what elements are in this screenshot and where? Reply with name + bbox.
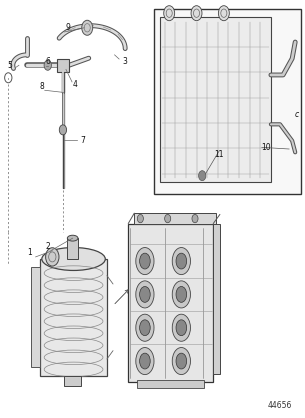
Ellipse shape (136, 247, 154, 275)
Circle shape (46, 248, 59, 266)
Bar (40, 259, 107, 376)
Ellipse shape (136, 347, 154, 375)
Ellipse shape (140, 286, 150, 302)
Ellipse shape (136, 314, 154, 341)
Ellipse shape (42, 247, 105, 270)
Text: 1: 1 (27, 248, 32, 257)
Circle shape (82, 20, 93, 35)
Circle shape (218, 6, 229, 21)
Ellipse shape (176, 253, 187, 269)
Ellipse shape (140, 353, 150, 369)
Text: 11: 11 (214, 150, 224, 159)
Bar (134, 213, 216, 224)
Circle shape (59, 125, 66, 135)
Text: 3: 3 (123, 56, 127, 66)
Bar (31, 268, 40, 367)
Circle shape (165, 214, 171, 223)
Ellipse shape (172, 347, 190, 375)
Text: 44656: 44656 (268, 401, 292, 410)
Text: c: c (295, 110, 299, 119)
Text: 10: 10 (262, 143, 271, 152)
Ellipse shape (172, 281, 190, 308)
Ellipse shape (140, 253, 150, 269)
Text: 5: 5 (7, 61, 12, 70)
Text: 7: 7 (80, 136, 85, 145)
Circle shape (44, 60, 52, 70)
Circle shape (192, 214, 198, 223)
Ellipse shape (176, 286, 187, 302)
Bar (67, 238, 78, 259)
Ellipse shape (176, 320, 187, 336)
Text: 6: 6 (45, 57, 50, 66)
Ellipse shape (176, 353, 187, 369)
Ellipse shape (67, 235, 78, 241)
Ellipse shape (172, 247, 190, 275)
Bar (137, 380, 204, 388)
Bar (213, 224, 220, 374)
Bar (128, 224, 213, 382)
Ellipse shape (172, 314, 190, 341)
Circle shape (191, 6, 202, 21)
Ellipse shape (136, 281, 154, 308)
Circle shape (137, 214, 143, 223)
Bar (64, 376, 81, 386)
Bar (154, 9, 301, 194)
Ellipse shape (140, 320, 150, 336)
Circle shape (199, 171, 206, 181)
Text: 2: 2 (45, 242, 50, 251)
Bar (57, 59, 69, 71)
Circle shape (164, 6, 175, 21)
Text: 9: 9 (65, 23, 70, 32)
Text: 4: 4 (73, 79, 77, 89)
Bar (160, 18, 271, 182)
Text: 8: 8 (39, 82, 44, 91)
